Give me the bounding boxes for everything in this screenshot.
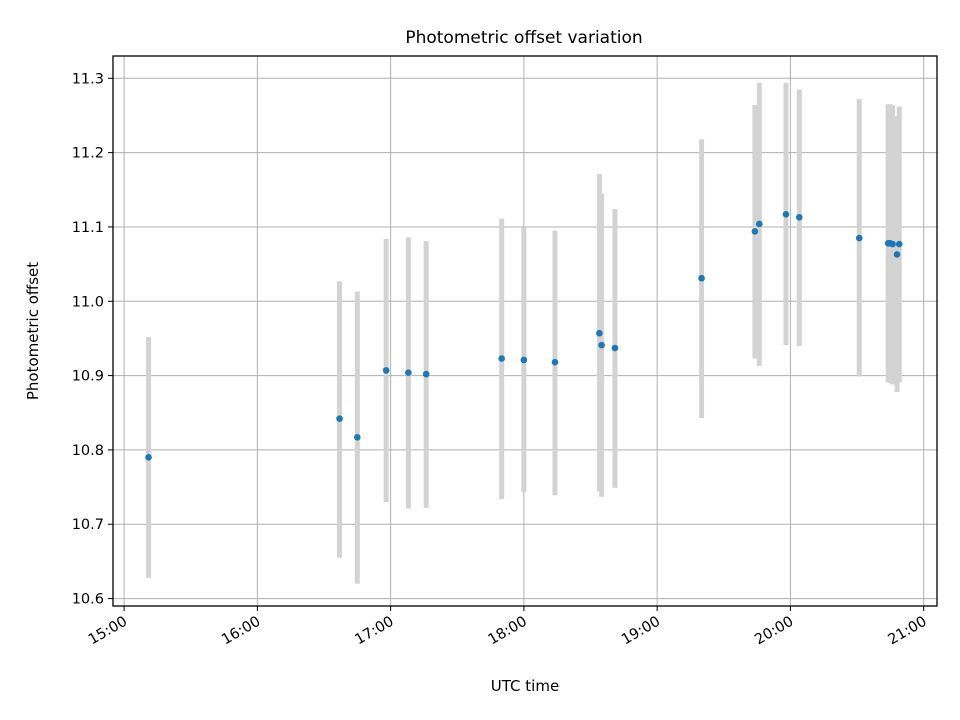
y-axis-label: Photometric offset [24, 262, 42, 400]
data-point [855, 234, 863, 242]
data-point [145, 454, 152, 461]
data-point [422, 370, 430, 378]
data-point [498, 355, 505, 362]
y-tick-label: 11.2 [72, 146, 104, 162]
data-point [751, 228, 759, 235]
data-point [336, 415, 343, 423]
x-tick-label: 19:00 [619, 614, 663, 649]
data-points [145, 211, 903, 461]
data-point [551, 358, 559, 366]
data-point [795, 213, 803, 221]
data-point [405, 369, 412, 376]
data-point [893, 251, 901, 258]
data-point [782, 211, 790, 218]
x-tick-label: 20:00 [752, 614, 796, 649]
data-point [895, 240, 903, 248]
data-point [756, 220, 763, 228]
data-point [698, 274, 705, 282]
y-axis-ticks: 10.6 10.7 10.8 10.9 11.0 11.1 11.2 11.3 [72, 71, 113, 608]
x-tick-label: 16:00 [219, 614, 263, 649]
y-tick-label: 10.7 [72, 517, 104, 533]
y-tick-label: 10.8 [72, 443, 104, 459]
x-tick-label: 18:00 [486, 614, 530, 649]
x-tick-label: 21:00 [885, 614, 929, 649]
data-point [354, 433, 361, 441]
x-tick-label: 15:00 [86, 614, 130, 649]
data-point [598, 341, 605, 349]
y-tick-label: 10.6 [72, 592, 104, 608]
chart-title: Photometric offset variation [405, 28, 642, 48]
data-point [520, 356, 528, 364]
y-tick-label: 10.9 [72, 369, 104, 385]
data-point [596, 329, 603, 337]
plot-frame [112, 55, 938, 607]
x-axis-label: UTC time [491, 677, 559, 695]
y-tick-label: 11.0 [72, 294, 104, 310]
x-tick-label: 17:00 [352, 614, 396, 649]
data-point [611, 344, 619, 352]
data-point [382, 367, 390, 374]
x-axis-ticks: 15:00 16:00 17:00 18:00 19:00 20:00 21:00 [86, 606, 930, 648]
data-point [889, 240, 896, 248]
y-tick-label: 11.3 [72, 71, 104, 87]
y-tick-label: 11.1 [72, 220, 104, 236]
